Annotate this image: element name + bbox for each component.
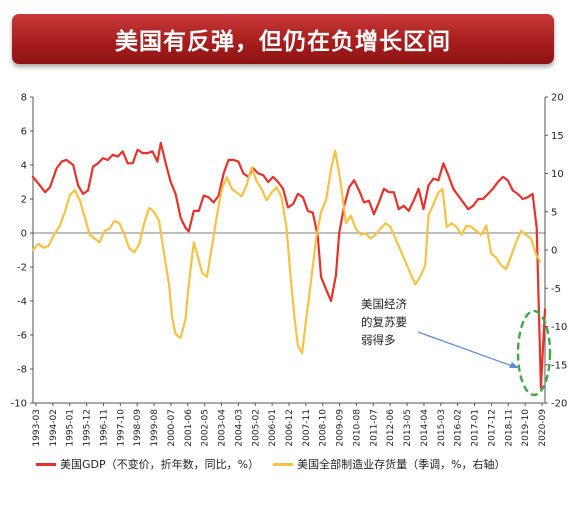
x-tick-label: 1995-12 [83,409,93,447]
x-tick-label: 2008-10 [319,409,329,447]
y-right-tick-label: 0 [551,246,557,257]
annotation-line-3: 弱得多 [361,333,396,347]
annotation-arrowhead [509,362,519,368]
y-left-tick-label: -2 [17,263,27,274]
y-left-tick-label: 4 [21,161,27,172]
y-right-tick-label: 15 [551,131,564,142]
x-tick-label: 2016-02 [454,409,464,447]
chart-series [31,141,547,389]
y-left-tick-label: 8 [21,93,27,104]
x-tick-label: 2007-11 [302,409,312,447]
x-tick-label: 2002-05 [201,409,211,447]
annotation-arrow [417,331,516,368]
legend-swatch-gdp [36,462,56,466]
x-tick-label: 2017-01 [471,409,481,447]
y-left-tick-label: 6 [21,127,27,138]
y-right-tick-label: 10 [551,169,564,180]
legend-label-gdp: 美国GDP（不变价，折年数，同比，%） [60,458,260,471]
y-left-tick-label: -6 [17,331,27,342]
x-tick-label: 2020-09 [538,409,548,447]
chart-legend: 美国GDP（不变价，折年数，同比，%） 美国全部制造业存货量（季调，%，右轴） [36,456,520,472]
y-left-tick-label: -10 [11,399,27,410]
x-tick-label: 1996-11 [99,409,109,447]
annotation-line-1: 美国经济 [361,297,407,311]
x-tick-label: 1999-08 [150,409,160,447]
legend-item-inventory: 美国全部制造业存货量（季调，%，右轴） [273,456,506,472]
annotation-line-2: 的复苏要 [361,315,407,329]
y-right-tick-label: -10 [551,322,567,333]
x-tick-label: 1997-10 [116,409,126,447]
x-tick-label: 2006-01 [268,409,278,447]
x-tick-label: 2009-09 [336,409,346,447]
legend-swatch-inventory [273,462,294,466]
x-tick-label: 2000-07 [167,409,177,447]
y-left-tick-label: -8 [17,365,27,376]
x-tick-label: 2011-07 [369,409,379,447]
legend-item-gdp: 美国GDP（不变价，折年数，同比，%） [36,456,259,472]
highlight-circle [516,309,552,397]
y-left-tick-label: 2 [21,195,27,206]
gdp-series-line [31,141,547,389]
x-tick-label: 2004-03 [234,409,244,447]
x-tick-label: 2012-06 [386,409,396,447]
chart-title: 美国有反弹，但仍在负增长区间 [115,29,451,55]
y-right-tick-label: -5 [551,284,561,295]
chart-axes: -10-8-6-4-202468-20-15-10-5051015201993-… [11,93,568,447]
x-tick-label: 2014-04 [420,409,430,447]
y-right-tick-label: -15 [551,360,567,371]
x-tick-label: 2015-03 [437,409,447,447]
inventory-series-line [31,149,542,355]
x-tick-label: 2019-10 [521,409,531,447]
legend-label-inventory: 美国全部制造业存货量（季调，%，右轴） [297,458,506,471]
y-right-tick-label: 20 [551,93,564,104]
title-banner: 美国有反弹，但仍在负增长区间 [12,14,554,64]
y-right-tick-label: -20 [551,399,567,410]
x-tick-label: 2003-04 [218,409,228,447]
x-tick-label: 1998-09 [133,409,143,447]
y-left-tick-label: -4 [17,297,27,308]
x-tick-label: 2005-02 [251,409,261,447]
x-tick-label: 2001-06 [184,409,194,447]
x-tick-label: 2010-08 [352,409,362,447]
x-tick-label: 1993-03 [32,409,42,447]
y-right-tick-label: 5 [551,207,557,218]
x-tick-label: 2006-12 [285,409,295,447]
x-tick-label: 2018-11 [504,409,514,447]
x-tick-label: 2013-05 [403,409,413,447]
y-left-tick-label: 0 [21,229,27,240]
x-tick-label: 1994-02 [49,409,59,447]
x-tick-label: 2017-12 [487,409,497,447]
chart-annotation: 美国经济 的复苏要 弱得多 [361,297,552,397]
x-tick-label: 1995-01 [66,409,76,447]
